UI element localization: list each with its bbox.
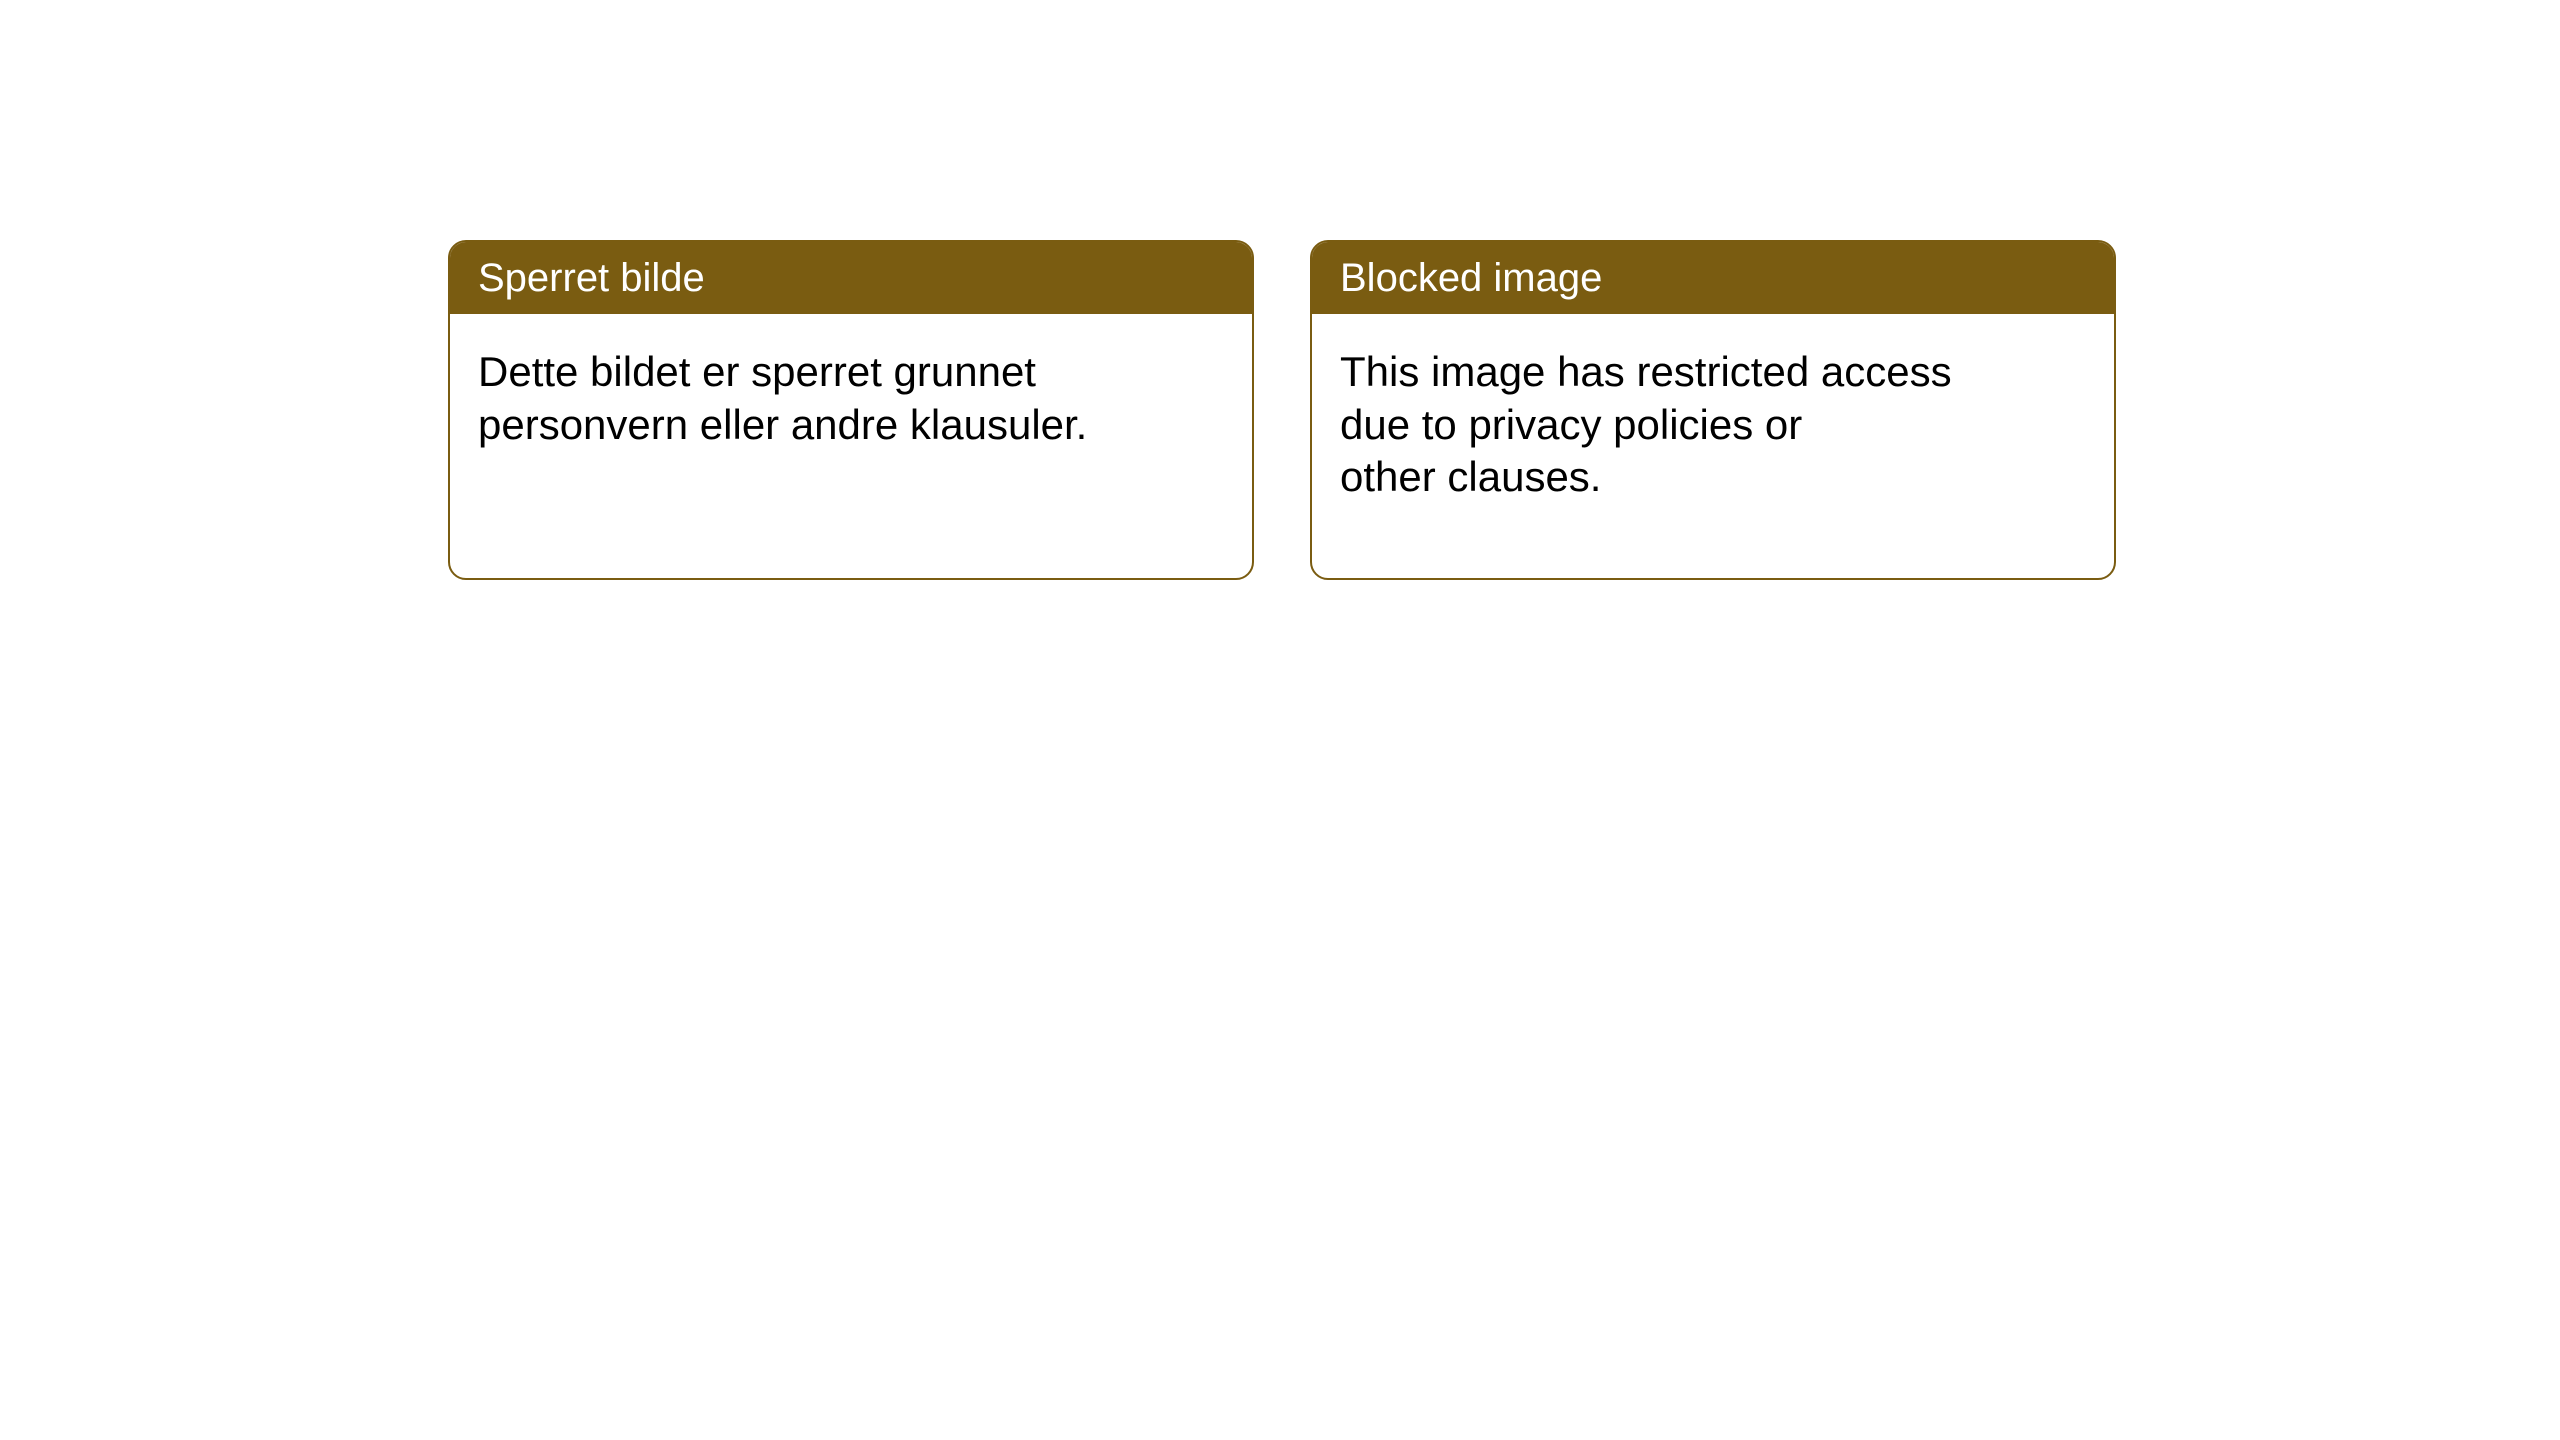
- notice-card-body: Dette bildet er sperret grunnet personve…: [450, 314, 1252, 483]
- notice-card-norwegian: Sperret bilde Dette bildet er sperret gr…: [448, 240, 1254, 580]
- notice-card-body: This image has restricted access due to …: [1312, 314, 2114, 536]
- notice-card-title: Blocked image: [1312, 242, 2114, 314]
- notice-card-title: Sperret bilde: [450, 242, 1252, 314]
- notice-cards-container: Sperret bilde Dette bildet er sperret gr…: [448, 240, 2116, 580]
- notice-card-english: Blocked image This image has restricted …: [1310, 240, 2116, 580]
